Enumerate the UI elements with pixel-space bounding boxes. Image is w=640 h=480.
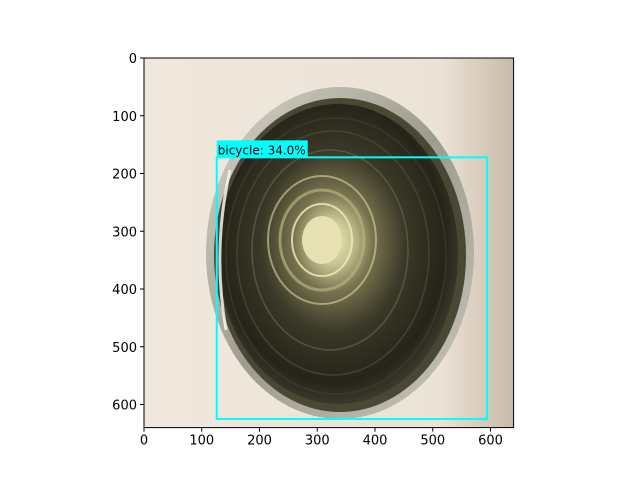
y-tick-label: 0: [129, 52, 137, 67]
y-axis: 0 100 200 300 400 500 600: [112, 52, 144, 414]
x-tick-label: 0: [140, 434, 148, 449]
x-tick-label: 100: [189, 434, 214, 449]
y-tick-label: 200: [112, 168, 137, 183]
x-tick-label: 600: [478, 434, 503, 449]
y-tick-label: 300: [112, 225, 137, 240]
detection-box: [215, 156, 489, 420]
tin-can: [206, 87, 474, 419]
x-tick-label: 200: [247, 434, 272, 449]
detection-label-background: [216, 140, 308, 158]
photo: [144, 58, 514, 428]
y-tick-label: 400: [112, 283, 137, 298]
x-tick-label: 300: [305, 434, 330, 449]
y-tick-label: 600: [112, 399, 137, 414]
axes-frame: [143, 57, 515, 429]
x-tick-label: 500: [420, 434, 445, 449]
detection-label: bicycle: 34.0%: [218, 143, 306, 157]
x-axis: 0 100 200 300 400 500 600: [140, 427, 503, 449]
y-tick-label: 500: [112, 341, 137, 356]
x-tick-label: 400: [363, 434, 388, 449]
y-tick-label: 100: [112, 110, 137, 125]
